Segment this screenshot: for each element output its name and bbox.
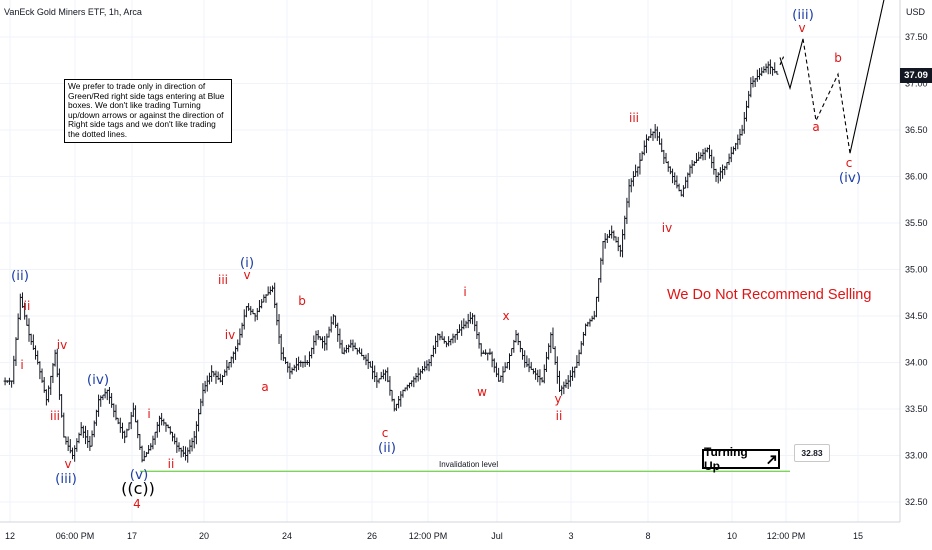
projection-solid bbox=[779, 38, 804, 91]
wave-label: (i) bbox=[240, 255, 254, 271]
wave-label: (iv) bbox=[87, 372, 109, 388]
wave-label: iii bbox=[218, 273, 228, 287]
x-tick-label: 06:00 PM bbox=[56, 531, 95, 541]
projection-dashed-start bbox=[779, 55, 785, 66]
x-tick-label: 12:00 PM bbox=[409, 531, 448, 541]
y-tick-label: 32.50 bbox=[905, 497, 928, 507]
x-axis: 12 06:00 PM 17 20 24 26 12:00 PM Jul 3 8 10 12:00 P… bbox=[5, 531, 863, 541]
projection-dashed bbox=[802, 38, 851, 154]
wave-label: a bbox=[812, 120, 819, 134]
wave-label: i bbox=[147, 407, 150, 421]
y-tick-label: 35.00 bbox=[905, 265, 928, 275]
x-tick-label: 12:00 PM bbox=[767, 531, 806, 541]
y-tick-label: 33.00 bbox=[905, 451, 928, 461]
wave-label: c bbox=[846, 156, 853, 170]
wave-label: v bbox=[64, 457, 71, 471]
x-tick-label: 8 bbox=[645, 531, 650, 541]
x-tick-label: 20 bbox=[199, 531, 209, 541]
wave-label: iv bbox=[225, 328, 235, 342]
wave-label: (v) bbox=[130, 467, 149, 483]
x-tick-label: 12 bbox=[5, 531, 15, 541]
invalidation-price-tag: 32.83 bbox=[794, 444, 830, 462]
wave-label: i bbox=[20, 358, 23, 372]
trading-note: We prefer to trade only in direction of … bbox=[64, 79, 232, 143]
wave-label: ii bbox=[556, 409, 563, 423]
wave-label: v bbox=[243, 268, 250, 282]
turning-up-badge: Turning Up bbox=[702, 445, 780, 473]
chart-title: VanEck Gold Miners ETF, 1h, Arca bbox=[4, 7, 142, 17]
wave-label: iii bbox=[50, 409, 60, 423]
x-tick-label: 24 bbox=[282, 531, 292, 541]
y-tick-label: 34.00 bbox=[905, 358, 928, 368]
y-axis: 32.50 33.00 33.50 34.00 34.50 35.00 35.50 36.00… bbox=[905, 32, 928, 507]
wave-label: b bbox=[834, 51, 842, 65]
wave-label: ((c)) bbox=[121, 479, 155, 498]
wave-label: (iii) bbox=[792, 7, 814, 23]
x-tick-label: 3 bbox=[568, 531, 573, 541]
y-tick-label: 34.50 bbox=[905, 311, 928, 321]
wave-label: i bbox=[463, 285, 466, 299]
recommendation-text: We Do Not Recommend Selling bbox=[667, 287, 872, 303]
wave-label: y bbox=[554, 392, 561, 406]
wave-label: iv bbox=[662, 221, 672, 235]
y-tick-label: 35.50 bbox=[905, 218, 928, 228]
wave-label: (iv) bbox=[839, 170, 861, 186]
arrow-up-right-icon bbox=[767, 454, 777, 464]
wave-label: v bbox=[798, 21, 805, 35]
wave-label: ii bbox=[168, 457, 175, 471]
wave-label: c bbox=[382, 426, 389, 440]
x-tick-label: Jul bbox=[491, 531, 503, 541]
turning-up-label: Turning Up bbox=[704, 445, 748, 473]
projection-path bbox=[779, 0, 885, 154]
price-bars bbox=[3, 59, 779, 463]
wave-label: b bbox=[298, 294, 306, 308]
x-tick-label: 10 bbox=[727, 531, 737, 541]
wave-label: (iii) bbox=[55, 471, 77, 487]
wave-label: iv bbox=[57, 338, 67, 352]
y-tick-label: 37.00 bbox=[905, 79, 928, 89]
currency-label: USD bbox=[906, 7, 926, 17]
x-tick-label: 15 bbox=[853, 531, 863, 541]
wave-label: ii bbox=[24, 299, 31, 313]
y-tick-label: 33.50 bbox=[905, 404, 928, 414]
last-price-tag: 37.09 bbox=[900, 68, 932, 83]
y-tick-label: 37.50 bbox=[905, 32, 928, 42]
x-tick-label: 17 bbox=[127, 531, 137, 541]
wave-label: (ii) bbox=[378, 440, 396, 456]
y-tick-label: 36.50 bbox=[905, 125, 928, 135]
x-tick-label: 26 bbox=[367, 531, 377, 541]
wave-label: 4 bbox=[133, 497, 141, 511]
wave-label: w bbox=[477, 385, 487, 399]
projection-final-leg bbox=[849, 0, 885, 154]
wave-labels: (ii)iiiiviiiv(iii)(iv)iii(v)((c))4iiiiv(… bbox=[11, 7, 861, 511]
y-tick-label: 36.00 bbox=[905, 172, 928, 182]
invalidation-label: Invalidation level bbox=[439, 460, 499, 469]
wave-label: x bbox=[502, 309, 509, 323]
wave-label: iii bbox=[629, 111, 639, 125]
wave-label: (ii) bbox=[11, 268, 29, 284]
wave-label: a bbox=[261, 380, 268, 394]
